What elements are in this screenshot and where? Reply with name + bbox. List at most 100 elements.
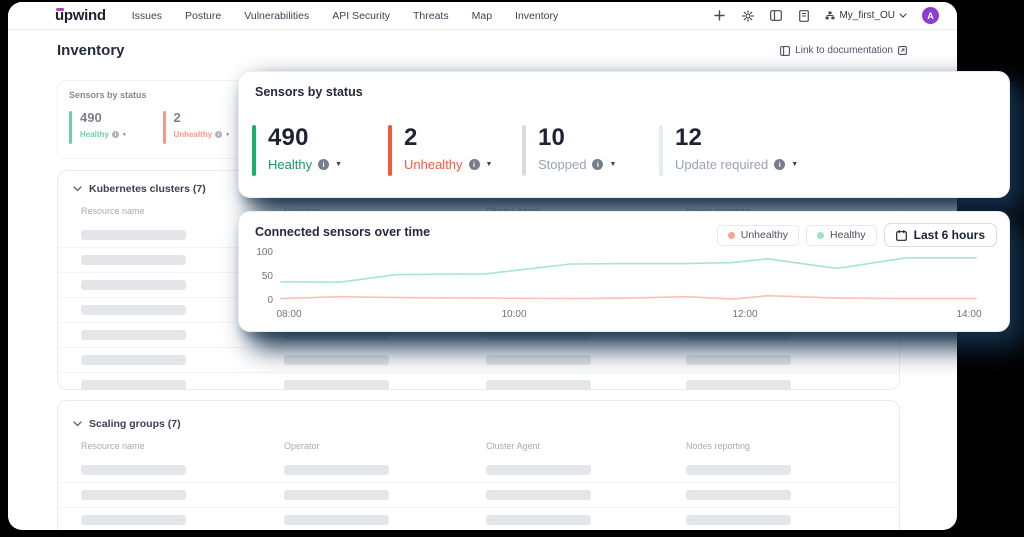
doc-link[interactable]: Link to documentation [780, 45, 907, 56]
stat-value: 490 [80, 110, 102, 125]
column-header: Cluster Agent [486, 441, 541, 451]
plus-icon[interactable] [713, 9, 726, 22]
legend-dot [727, 231, 735, 239]
table-row[interactable] [58, 457, 899, 482]
skeleton-placeholder [284, 355, 389, 365]
nav-item-posture[interactable]: Posture [185, 9, 222, 22]
filter-caret-icon[interactable]: ▼ [485, 161, 493, 168]
section-title[interactable]: Kubernetes clusters (7) [89, 183, 206, 195]
background-card-title: Sensors by status [69, 90, 147, 100]
line-chart-plot [280, 253, 977, 301]
column-header: Resource name [81, 441, 145, 451]
nav-item-api-security[interactable]: API Security [332, 9, 390, 22]
nav-item-threats[interactable]: Threats [413, 9, 449, 22]
table-row[interactable] [58, 507, 899, 530]
card-title: Sensors by status [255, 85, 363, 99]
info-icon[interactable]: i [592, 159, 604, 170]
split-panel-icon[interactable] [769, 9, 782, 22]
skeleton-placeholder [486, 330, 591, 340]
chevron-down-icon[interactable] [73, 186, 82, 192]
legend-label: Healthy [830, 229, 866, 241]
legend-dot [817, 231, 825, 239]
org-selector[interactable]: My_first_OU [825, 10, 907, 21]
gear-icon[interactable] [741, 9, 754, 22]
skeleton-placeholder [81, 515, 186, 525]
nav-item-map[interactable]: Map [471, 9, 493, 22]
column-header: Resource name [81, 206, 145, 216]
y-axis-tick: 50 [261, 271, 273, 282]
doc-link-label: Link to documentation [795, 45, 893, 56]
skeleton-placeholder [81, 305, 186, 315]
skeleton-placeholder [81, 229, 186, 240]
stat-label: Update required [675, 157, 769, 172]
calendar-icon [895, 229, 907, 241]
legend-item-healthy[interactable]: Healthy [806, 224, 877, 246]
nav-item-inventory[interactable]: Inventory [515, 9, 559, 22]
stat-healthy: 490 Healthy i ▼ [69, 111, 163, 144]
filter-caret-icon[interactable]: ▼ [121, 131, 127, 138]
org-label: My_first_OU [839, 10, 895, 21]
legend-item-unhealthy[interactable]: Unhealthy [716, 224, 800, 246]
upwind-logo[interactable]: upwind [55, 7, 106, 24]
nav-item-issues[interactable]: Issues [131, 9, 163, 22]
table-row[interactable] [58, 372, 899, 397]
stat-update-required: 12 Update required i ▼ [659, 125, 798, 176]
info-icon[interactable]: i [468, 159, 480, 170]
skeleton-placeholder [686, 515, 791, 525]
nav-item-vulnerabilities[interactable]: Vulnerabilities [244, 9, 310, 22]
skeleton-placeholder [686, 380, 791, 390]
table-row[interactable] [58, 482, 899, 507]
background-sensors-card: Sensors by status 490 Healthy i ▼ [57, 80, 257, 159]
skeleton-placeholder [284, 515, 389, 525]
top-navigation-bar: upwind Issues Posture Vulnerabilities AP… [8, 2, 957, 30]
stat-label: Unhealthy [173, 130, 213, 139]
skeleton-placeholder [486, 490, 591, 500]
chevron-down-icon[interactable] [73, 421, 82, 427]
logo-macron-accent [56, 8, 64, 11]
skeleton-placeholder [81, 380, 186, 390]
stat-label: Stopped [538, 157, 587, 172]
chart-line-unhealthy [280, 294, 977, 300]
card-title: Connected sensors over time [255, 225, 431, 239]
x-axis-tick: 10:00 [501, 309, 527, 320]
info-icon[interactable]: i [318, 159, 330, 170]
skeleton-placeholder [284, 330, 389, 340]
skeleton-placeholder [81, 330, 186, 340]
skeleton-placeholder [686, 330, 791, 340]
skeleton-placeholder [81, 255, 186, 265]
y-axis-tick: 100 [256, 247, 273, 258]
skeleton-placeholder [686, 355, 791, 365]
skeleton-placeholder [486, 464, 591, 475]
filter-caret-icon[interactable]: ▼ [225, 131, 231, 138]
info-icon[interactable]: i [215, 131, 223, 138]
time-range-button[interactable]: Last 6 hours [883, 223, 997, 247]
table-row[interactable] [58, 347, 899, 372]
skeleton-placeholder [284, 380, 389, 390]
stat-unhealthy: 2 Unhealthy i ▼ [388, 125, 522, 176]
skeleton-placeholder [284, 464, 389, 475]
stat-value: 10 [538, 124, 566, 151]
x-axis-tick: 14:00 [956, 309, 982, 320]
book-icon [780, 45, 791, 56]
info-icon[interactable]: i [111, 131, 119, 138]
info-icon[interactable]: i [774, 159, 786, 170]
filter-caret-icon[interactable]: ▼ [335, 161, 343, 168]
skeleton-placeholder [81, 280, 186, 290]
stat-accent-bar [522, 125, 526, 176]
section-title[interactable]: Scaling groups (7) [89, 418, 181, 430]
stat-label: Healthy [80, 130, 109, 139]
stat-accent-bar [388, 125, 392, 176]
filter-caret-icon[interactable]: ▼ [791, 161, 799, 168]
stat-accent-bar [162, 111, 166, 144]
column-header: Nodes reporting [686, 441, 751, 451]
stat-healthy: 490 Healthy i ▼ [252, 125, 388, 176]
stat-accent-bar [252, 125, 256, 176]
docs-icon[interactable] [797, 9, 810, 22]
filter-caret-icon[interactable]: ▼ [609, 161, 617, 168]
stat-label: Unhealthy [404, 157, 463, 172]
skeleton-placeholder [486, 355, 591, 365]
sensors-by-status-card: Sensors by status 490 Healthy i ▼ 2 [238, 71, 1010, 198]
stat-value: 2 [404, 124, 418, 151]
skeleton-placeholder [81, 355, 186, 365]
avatar[interactable]: A [922, 7, 939, 24]
